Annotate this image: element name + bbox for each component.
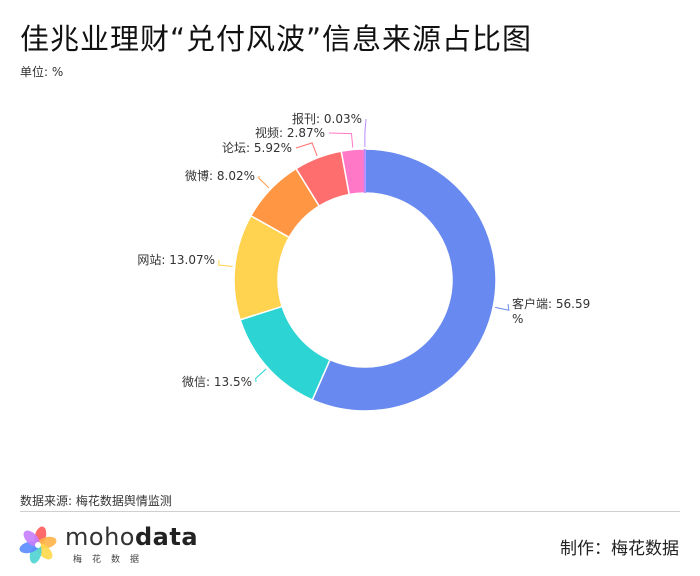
slice-客户端 xyxy=(311,148,497,412)
slice-微信 xyxy=(239,305,331,401)
logo-subtitle: 梅花数据 xyxy=(73,555,150,565)
slice-label-视频: 视频: 2.87% xyxy=(255,125,325,140)
slice-label-论坛: 论坛: 5.92% xyxy=(222,141,292,155)
unit-label: 单位: % xyxy=(20,65,64,79)
slice-label-微信: 微信: 13.5% xyxy=(182,375,252,389)
leader-line-客户端 xyxy=(495,303,510,311)
slice-label-网站: 网站: 13.07% xyxy=(137,253,215,267)
logo-wordmark: mohodata xyxy=(65,523,199,551)
leader-line-报刊 xyxy=(364,118,367,148)
leader-line-网站 xyxy=(218,259,233,267)
label-leader-lines xyxy=(218,118,510,383)
data-source: 数据来源: 梅花数据舆情监测 xyxy=(20,494,172,508)
slice-label-报刊: 报刊: 0.03% xyxy=(292,111,362,126)
leader-line-微信 xyxy=(255,368,267,383)
chart-title: 佳兆业理财“兑付风波”信息来源占比图 xyxy=(20,22,533,56)
donut-chart: 客户端: 56.59 % 微信: 13.5% 网站: 13.07% 微博: 8.02% 论… xyxy=(137,111,590,412)
slice-labels: 客户端: 56.59 % 微信: 13.5% 网站: 13.07% 微博: 8.02% 论… xyxy=(137,111,590,389)
slice-label-微博: 微博: 8.02% xyxy=(185,168,255,183)
footer-divider xyxy=(20,511,680,512)
donut-slices xyxy=(233,148,497,412)
leader-line-视频 xyxy=(328,132,354,148)
leader-line-论坛 xyxy=(295,142,318,157)
slice-label-客户端: 客户端: 56.59% xyxy=(512,296,590,326)
leader-line-微博 xyxy=(258,175,270,189)
chart-credit: 制作：梅花数据 xyxy=(560,539,679,559)
flower-logo-icon xyxy=(19,526,57,564)
mohodata-logo: mohodata 梅花数据 xyxy=(18,521,198,569)
